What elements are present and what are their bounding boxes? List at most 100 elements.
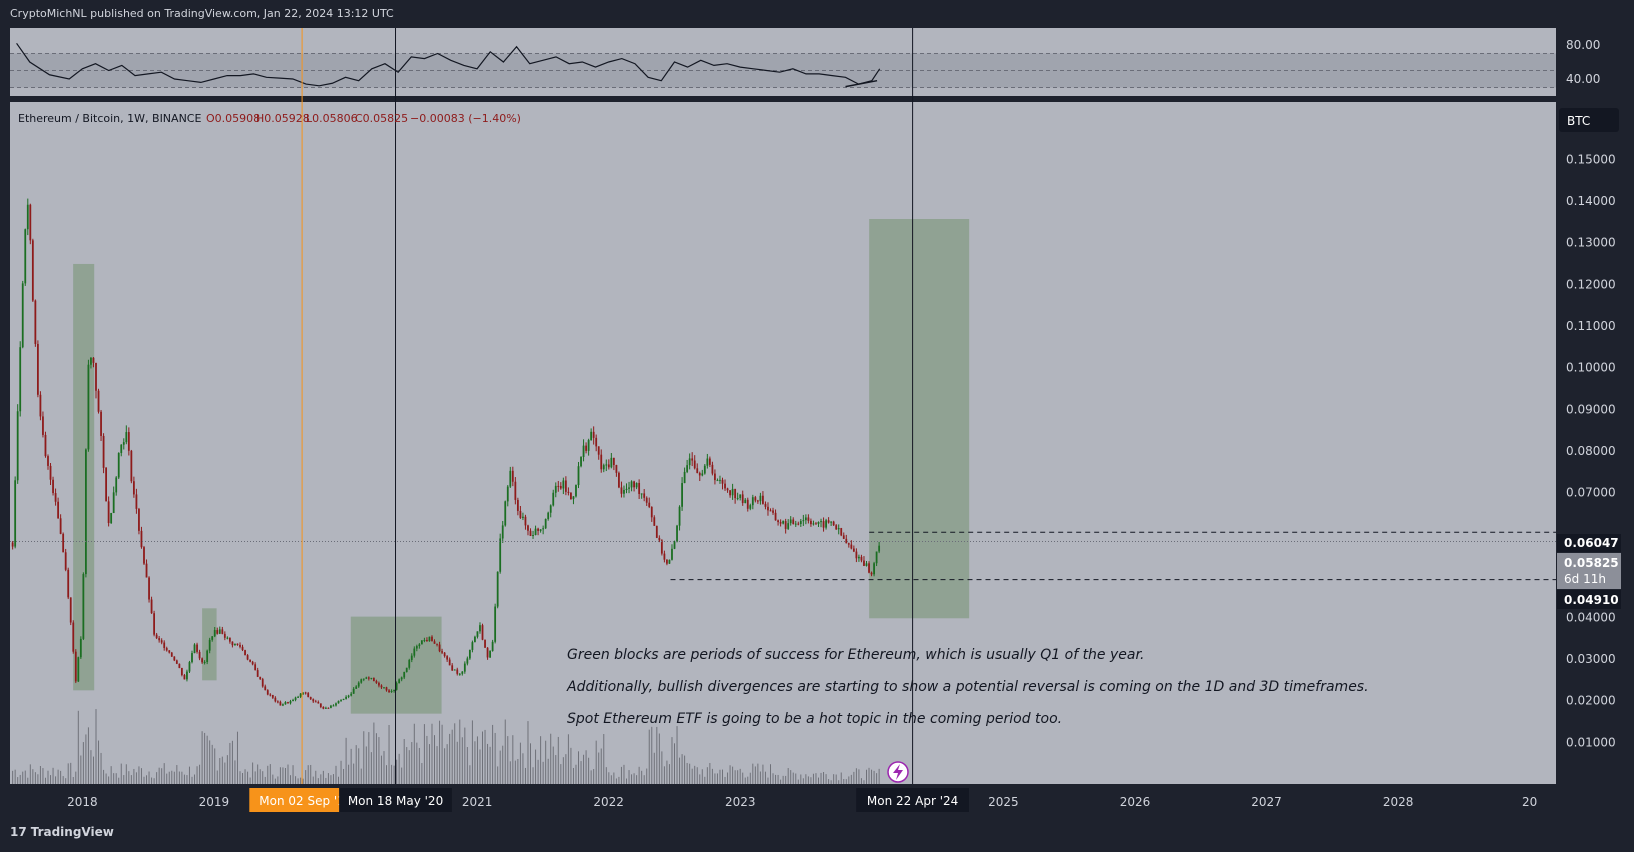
candle-body [577,466,580,486]
candle-body [332,705,335,707]
candle-body [178,663,181,669]
candle-body [852,548,855,552]
candle-body [835,525,838,530]
candle-body [188,662,191,672]
candle-body [858,556,860,559]
candle-body [122,442,125,445]
date-marker-label-text: Mon 02 Sep '1 [259,794,345,808]
lightning-icon[interactable] [887,761,909,783]
date-marker-label-bg [339,788,452,812]
price-tick-label: 0.15000 [1566,152,1616,166]
candle-body [678,506,681,526]
candle-body [186,671,188,680]
candle-body [254,664,257,671]
candle-body [239,644,241,647]
candle-body [726,488,729,491]
candle-body [49,465,52,480]
candle-body [749,505,752,509]
candles [11,198,881,710]
candle-body [789,519,792,524]
time-axis: 2018 2019 2021 2022 2023 2025 2026 2027 2028 20 Mo… [67,788,1537,812]
candle-body [792,519,795,524]
candle-body [653,517,656,526]
volume-bars [12,709,880,784]
candle-body [324,707,327,709]
candle-body [729,490,731,496]
candle-body [117,453,120,478]
currency-button[interactable]: BTC [1559,108,1619,132]
candle-body [105,467,108,502]
candle-body [244,650,246,656]
candle-body [845,538,848,544]
candle-body [635,482,638,488]
candle-body [585,445,587,451]
date-marker-label-bg [856,788,970,812]
candle-body [840,528,843,536]
candle-body [529,530,532,536]
candle-body [183,675,186,680]
candle-body [256,670,259,677]
price-tick-label: 0.10000 [1566,361,1616,375]
candle-body [557,485,560,487]
candle-body [428,636,431,642]
candle-body [380,685,383,688]
candle-body [734,488,737,499]
candle-body [463,663,466,672]
candle-body [170,652,173,657]
candle-body [509,470,512,487]
candle-body [822,521,825,528]
candle-body [456,669,459,674]
candle-body [484,639,486,648]
candle-body [231,641,234,646]
candle-body [54,493,57,502]
candle-body [769,510,772,512]
candle-body [774,512,777,521]
candle-body [228,637,231,642]
candle-body [708,458,711,465]
candle-body [74,651,77,682]
candle-body [312,699,315,702]
candle-body [216,630,219,634]
candle-body [148,577,150,600]
candle-body [602,465,605,470]
candle-body [544,519,547,529]
candle-body [648,502,651,508]
time-tick-label: 2025 [988,795,1019,809]
candle-body [494,606,497,642]
candle-body [676,525,678,542]
candle-body [516,499,519,511]
candle-body [731,488,734,496]
candle-body [287,702,289,704]
candle-body [408,659,411,668]
candle-body [304,692,307,694]
candle-body [476,631,479,637]
candle-body [390,690,393,693]
candle-body [799,521,802,524]
candle-body [539,529,542,531]
candle-body [756,500,759,502]
candle-body [810,520,812,525]
candle-body [294,697,297,700]
candle-body [82,574,85,639]
candle-body [360,679,363,683]
candle-body [271,695,274,698]
rsi-line [16,42,881,87]
candle-body [143,547,145,564]
candle-body [47,456,49,466]
candle-body [36,343,39,395]
candle-body [842,535,845,539]
candle-body [514,481,517,500]
candle-body [168,650,171,653]
candle-body [52,479,54,494]
candle-body [11,542,14,547]
candle-body [681,483,683,507]
candle-body [587,440,590,451]
date-marker-label-text: Mon 18 May '20 [348,794,443,808]
candle-body [468,649,471,659]
candle-body [261,679,264,687]
candle-body [559,485,562,489]
candle-body [772,510,774,513]
candle-body [564,480,567,492]
candle-body [620,487,623,494]
